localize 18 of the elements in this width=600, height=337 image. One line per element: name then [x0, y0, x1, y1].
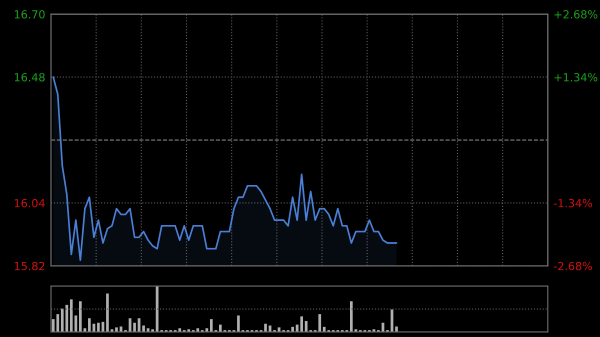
y2-tick-label: +2.68%	[554, 10, 598, 19]
y2-tick-label: +1.34%	[554, 73, 598, 82]
bar	[79, 301, 82, 332]
y2-tick-label: -1.34%	[554, 198, 592, 208]
bar	[350, 301, 353, 332]
bar	[156, 286, 158, 332]
y2-tick-label: -2.68%	[554, 262, 592, 270]
y-tick-label: 16.04	[14, 198, 45, 208]
bar	[60, 308, 64, 332]
y-tick-label: 16.70	[14, 10, 45, 19]
bar	[210, 319, 213, 332]
bar	[70, 299, 73, 332]
bar	[52, 319, 55, 332]
y-tick-label: 15.82	[14, 262, 44, 270]
bar	[88, 318, 91, 332]
bar	[56, 314, 60, 332]
bar	[318, 314, 322, 332]
y-tick-label: 16.48	[14, 73, 45, 82]
